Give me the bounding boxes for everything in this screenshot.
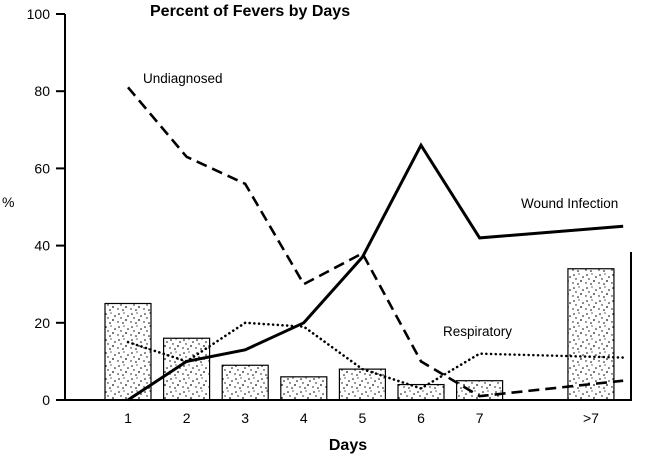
axes xyxy=(64,14,632,401)
y-tick-label: 80 xyxy=(34,83,50,99)
series-label-respiratory: Respiratory xyxy=(443,324,512,339)
bar-day-6 xyxy=(397,383,445,401)
x-tick-label: 3 xyxy=(241,410,249,426)
chart-title: Percent of Fevers by Days xyxy=(150,3,351,20)
bar-day->7 xyxy=(567,268,615,401)
bar-day-1 xyxy=(104,302,152,401)
y-tick-label: 60 xyxy=(34,160,50,176)
bar-day-5 xyxy=(338,368,386,401)
series-label-wound-infection: Wound Infection xyxy=(521,196,618,211)
x-tick-label: 1 xyxy=(124,410,132,426)
x-tick-label: 5 xyxy=(359,410,367,426)
series-line-wound-infection xyxy=(127,142,624,402)
y-tick-label: 20 xyxy=(34,315,50,331)
x-tick-label: 6 xyxy=(417,410,425,426)
y-tick-label: 0 xyxy=(42,392,50,408)
x-axis-label: Days xyxy=(328,437,368,454)
bar-day-4 xyxy=(280,376,328,401)
x-tick-label: 4 xyxy=(300,410,308,426)
series-label-undiagnosed: Undiagnosed xyxy=(143,71,223,86)
x-tick-label: 2 xyxy=(183,410,191,426)
bar-day-3 xyxy=(221,364,269,401)
series-line-respiratory xyxy=(126,321,625,390)
x-tick-label: >7 xyxy=(583,410,599,426)
y-tick-label: 40 xyxy=(34,238,50,254)
series-line-undiagnosed xyxy=(127,86,624,398)
bar-day-2 xyxy=(163,337,211,401)
y-tick-label: 100 xyxy=(27,6,51,22)
x-tick-label: 7 xyxy=(476,410,484,426)
y-axis-label: % xyxy=(2,194,15,210)
